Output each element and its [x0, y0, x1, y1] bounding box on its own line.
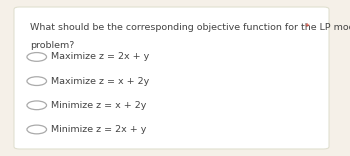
Text: Maximize z = 2x + y: Maximize z = 2x + y [51, 52, 149, 61]
FancyBboxPatch shape [14, 7, 329, 149]
Text: problem?: problem? [30, 41, 74, 50]
Text: What should be the corresponding objective function for the LP model in this: What should be the corresponding objecti… [30, 23, 350, 32]
Text: Minimize z = x + 2y: Minimize z = x + 2y [51, 101, 146, 110]
Text: *: * [305, 23, 310, 32]
Text: Minimize z = 2x + y: Minimize z = 2x + y [51, 125, 146, 134]
Text: Maximize z = x + 2y: Maximize z = x + 2y [51, 77, 149, 86]
